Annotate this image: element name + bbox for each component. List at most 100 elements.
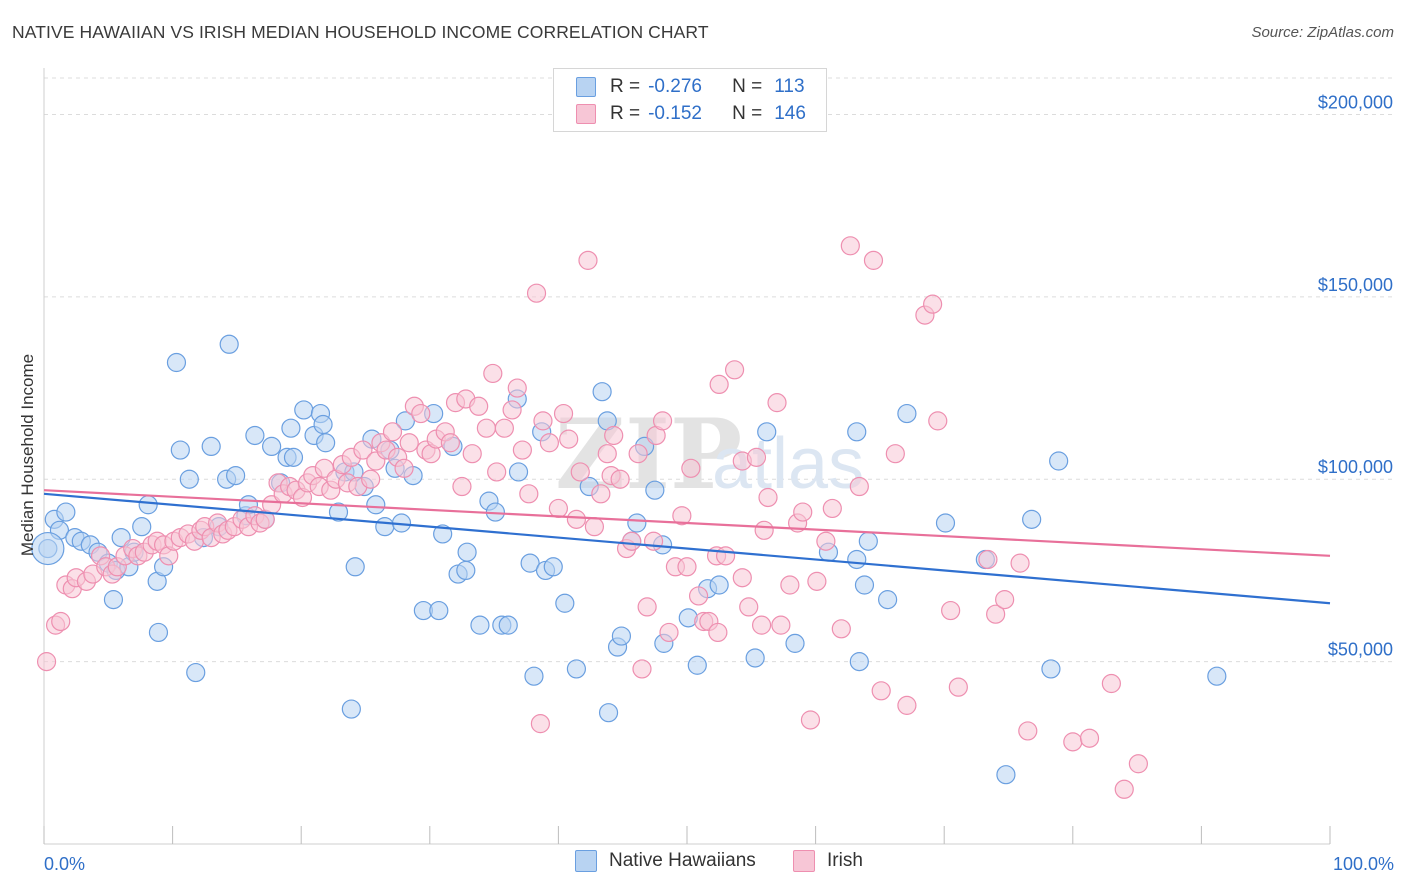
point-irish bbox=[897, 695, 917, 715]
point-irish bbox=[487, 462, 507, 482]
n-label: N = bbox=[732, 76, 763, 97]
r-value: -0.152 bbox=[648, 103, 702, 124]
point-native-hawaiians bbox=[785, 633, 805, 653]
point-native-hawaiians bbox=[245, 425, 265, 446]
point-irish bbox=[715, 546, 736, 566]
point-native-hawaiians bbox=[456, 560, 476, 581]
point-native-hawaiians bbox=[687, 655, 707, 675]
point-irish bbox=[622, 531, 642, 551]
point-irish bbox=[1079, 728, 1100, 748]
y-axis-label: Median Household Income bbox=[18, 354, 37, 556]
point-irish bbox=[739, 597, 759, 617]
r-label: R = bbox=[610, 76, 641, 97]
point-irish bbox=[394, 458, 414, 478]
point-native-hawaiians bbox=[366, 495, 386, 515]
point-irish bbox=[637, 597, 657, 617]
point-irish bbox=[553, 403, 574, 424]
legend-item-native-hawaiians[interactable]: Native Hawaiians bbox=[575, 850, 756, 872]
y-tick-label: $200,000 bbox=[1318, 92, 1393, 112]
point-irish bbox=[353, 440, 373, 460]
y-tick-label: $100,000 bbox=[1318, 457, 1393, 477]
point-native-hawaiians bbox=[226, 465, 246, 486]
point-native-hawaiians bbox=[757, 422, 777, 442]
point-native-hawaiians bbox=[201, 436, 221, 457]
point-native-hawaiians bbox=[395, 411, 415, 431]
point-irish bbox=[1128, 754, 1148, 774]
point-irish bbox=[361, 469, 381, 489]
point-native-hawaiians bbox=[598, 703, 619, 723]
point-irish bbox=[822, 498, 842, 519]
point-native-hawaiians bbox=[935, 513, 956, 533]
point-irish bbox=[800, 710, 821, 730]
point-irish bbox=[1018, 721, 1038, 741]
point-irish bbox=[709, 374, 729, 394]
x-tick-label-0: 0.0% bbox=[44, 854, 85, 874]
blue-swatch-icon bbox=[575, 850, 597, 872]
y-tick-label: $50,000 bbox=[1328, 640, 1393, 660]
point-native-hawaiians bbox=[847, 422, 867, 442]
point-irish bbox=[995, 590, 1015, 610]
point-native-hawaiians bbox=[262, 436, 282, 457]
point-irish bbox=[1101, 673, 1121, 694]
point-irish bbox=[986, 604, 1006, 624]
legend-label: Irish bbox=[827, 850, 863, 871]
point-irish bbox=[539, 433, 559, 453]
point-native-hawaiians bbox=[1022, 509, 1042, 529]
point-irish bbox=[494, 418, 514, 438]
axes bbox=[43, 68, 1331, 845]
r-label: R = bbox=[610, 103, 641, 124]
point-native-hawaiians bbox=[858, 531, 878, 551]
point-native-hawaiians bbox=[1049, 451, 1069, 471]
point-native-hawaiians bbox=[645, 480, 665, 500]
point-native-hawaiians bbox=[328, 502, 349, 522]
point-irish bbox=[923, 294, 943, 314]
point-irish bbox=[507, 378, 527, 398]
point-irish bbox=[610, 469, 630, 489]
point-native-hawaiians bbox=[470, 615, 490, 635]
point-irish bbox=[948, 677, 968, 697]
point-irish bbox=[793, 502, 813, 522]
point-native-hawaiians bbox=[341, 699, 361, 719]
point-native-hawaiians bbox=[294, 400, 314, 420]
point-irish bbox=[512, 440, 532, 460]
trend-lines bbox=[43, 489, 1331, 605]
point-irish bbox=[51, 611, 71, 632]
point-irish bbox=[469, 396, 489, 416]
n-value: 113 bbox=[774, 76, 805, 97]
point-native-hawaiians bbox=[847, 549, 867, 570]
point-irish bbox=[559, 429, 579, 449]
r-value: -0.276 bbox=[648, 76, 702, 97]
point-native-hawaiians bbox=[996, 765, 1016, 785]
legend-row-native-hawaiians: R = -0.276 N = 113 bbox=[576, 75, 805, 99]
point-irish bbox=[780, 575, 800, 595]
point-irish bbox=[476, 418, 496, 438]
point-irish bbox=[1010, 553, 1030, 573]
point-irish bbox=[724, 360, 745, 380]
point-native-hawaiians bbox=[878, 590, 898, 610]
correlation-legend: R = -0.276 N = 113 R = -0.152 N = 146 bbox=[553, 68, 827, 132]
point-irish bbox=[672, 506, 692, 526]
point-native-hawaiians bbox=[375, 517, 395, 537]
point-irish bbox=[816, 531, 836, 551]
point-irish bbox=[941, 600, 961, 621]
point-native-hawaiians bbox=[219, 334, 239, 354]
point-native-hawaiians bbox=[429, 600, 449, 621]
point-irish bbox=[652, 411, 673, 431]
point-irish bbox=[807, 571, 827, 591]
point-irish bbox=[928, 411, 948, 431]
point-irish bbox=[533, 411, 553, 431]
point-irish bbox=[440, 433, 460, 453]
point-irish bbox=[659, 622, 679, 643]
point-native-hawaiians bbox=[56, 502, 76, 522]
point-irish bbox=[604, 425, 624, 446]
point-irish bbox=[978, 549, 998, 570]
point-irish bbox=[1063, 732, 1083, 752]
legend-item-irish[interactable]: Irish bbox=[793, 850, 863, 872]
point-native-hawaiians bbox=[508, 462, 529, 482]
point-native-hawaiians bbox=[611, 626, 632, 646]
pink-swatch-icon bbox=[576, 104, 596, 124]
point-irish bbox=[831, 619, 851, 639]
point-native-hawaiians bbox=[179, 469, 199, 489]
point-native-hawaiians bbox=[498, 615, 518, 635]
point-irish bbox=[502, 400, 522, 420]
